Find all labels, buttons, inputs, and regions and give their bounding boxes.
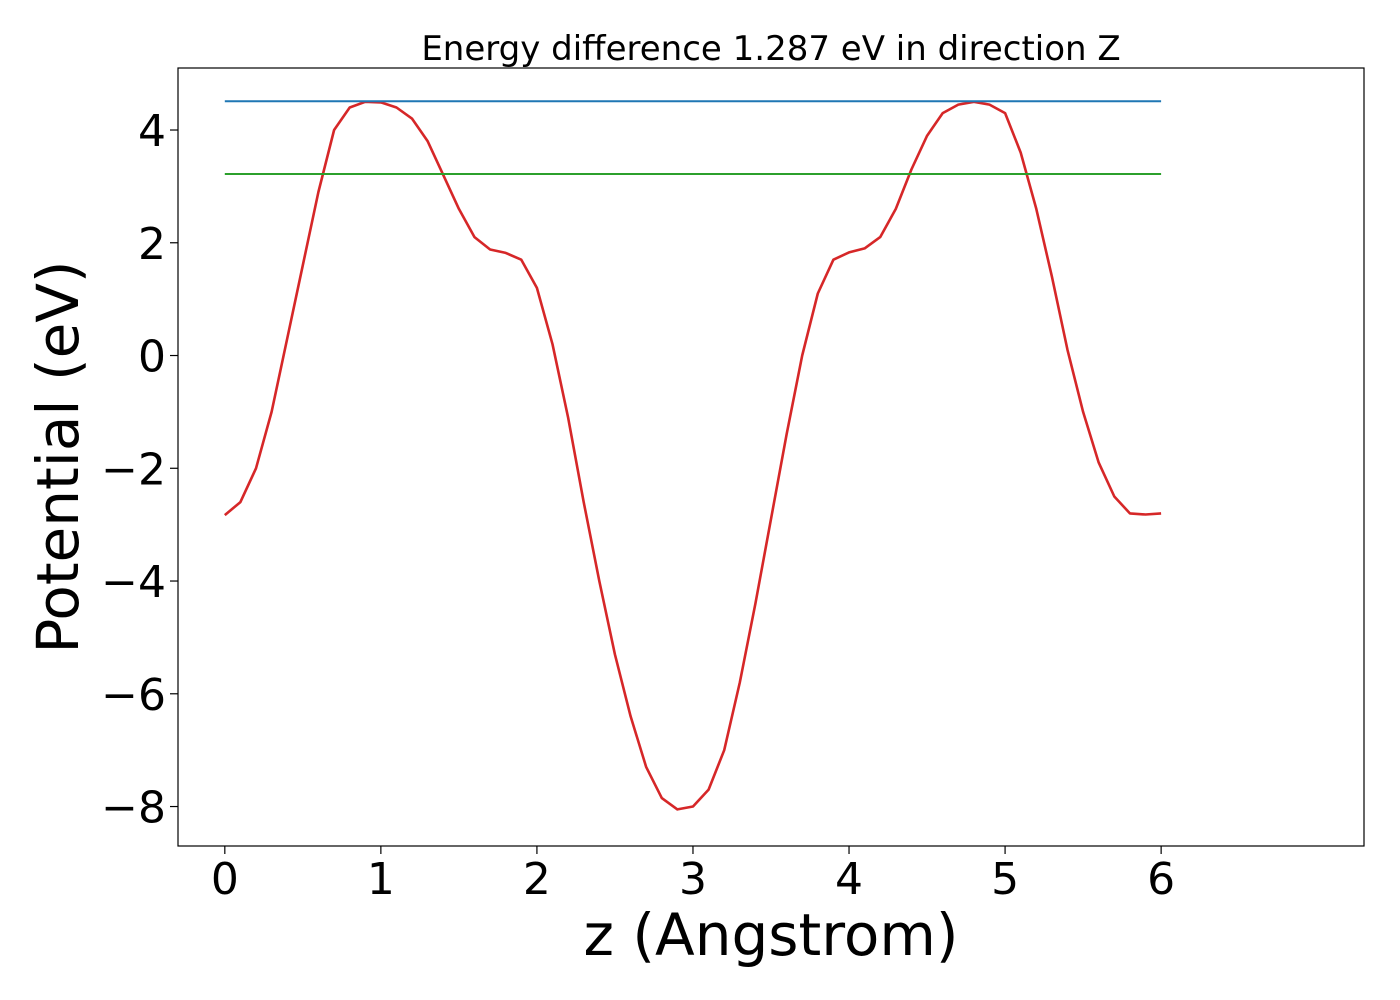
y-tick-label: −2 [101,444,166,495]
x-tick-label: 5 [991,854,1019,905]
series-line-1 [223,100,1162,811]
y-tick-label: 2 [138,219,166,270]
y-axis-title: Potential (eV) [24,260,92,653]
y-axis: 4 2 0 −2 −4 −6 −8 [101,106,178,834]
x-axis: 0 1 2 3 4 5 6 [211,846,1175,905]
x-tick-label: 6 [1147,854,1175,905]
x-axis-title: z (Angstrom) [584,901,959,969]
x-tick-label: 2 [523,854,551,905]
plot-area [177,67,1365,847]
y-tick-label: −4 [101,557,166,608]
x-tick-label: 3 [679,854,707,905]
x-tick-label: 0 [211,854,239,905]
chart-title: Energy difference 1.287 eV in direction … [421,29,1120,69]
series-layer [223,100,1162,811]
y-tick-label: −8 [101,783,166,834]
x-tick-label: 1 [367,854,395,905]
y-tick-label: 4 [138,106,166,157]
x-tick-label: 4 [835,854,863,905]
y-tick-label: 0 [138,332,166,383]
y-tick-label: −6 [101,670,166,721]
